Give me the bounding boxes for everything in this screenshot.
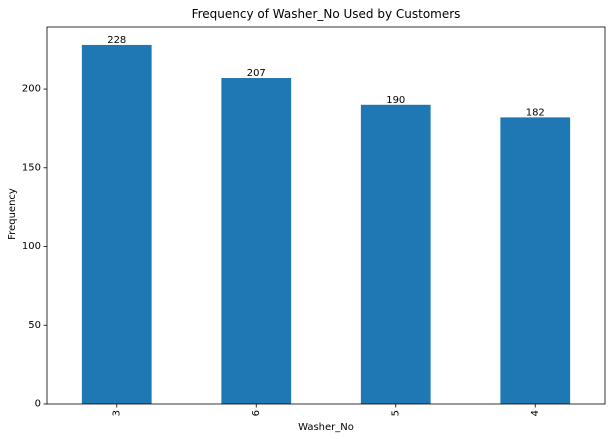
y-axis-label: Frequency	[7, 188, 18, 240]
bar-4	[500, 117, 571, 404]
bar-5	[360, 104, 431, 405]
y-tick-label-150: 150	[22, 162, 41, 173]
x-ticks-group: 3 6 5 4	[111, 404, 541, 416]
data-label-3: 228	[107, 35, 126, 46]
x-tick-label-4: 4	[530, 410, 541, 416]
y-tick-label-0: 0	[35, 399, 41, 410]
y-ticks-group: 0 50 100 150 200	[22, 84, 47, 410]
chart-title: Frequency of Washer_No Used by Customers	[192, 7, 461, 21]
data-label-5: 190	[386, 95, 405, 106]
data-labels-group: 228 207 190 182	[107, 35, 545, 118]
y-tick-label-200: 200	[22, 84, 41, 95]
y-tick-label-50: 50	[28, 320, 41, 331]
bar-3	[81, 44, 152, 404]
bars-group	[81, 44, 571, 405]
plot-frame	[46, 26, 606, 405]
x-tick-label-5: 5	[390, 410, 401, 416]
x-axis-label: Washer_No	[298, 422, 354, 433]
y-tick-label-100: 100	[22, 241, 41, 252]
data-label-4: 182	[526, 107, 545, 118]
data-label-6: 207	[247, 68, 266, 79]
x-tick-label-3: 3	[111, 410, 122, 416]
bar-6	[221, 78, 292, 404]
x-tick-label-6: 6	[251, 410, 262, 416]
